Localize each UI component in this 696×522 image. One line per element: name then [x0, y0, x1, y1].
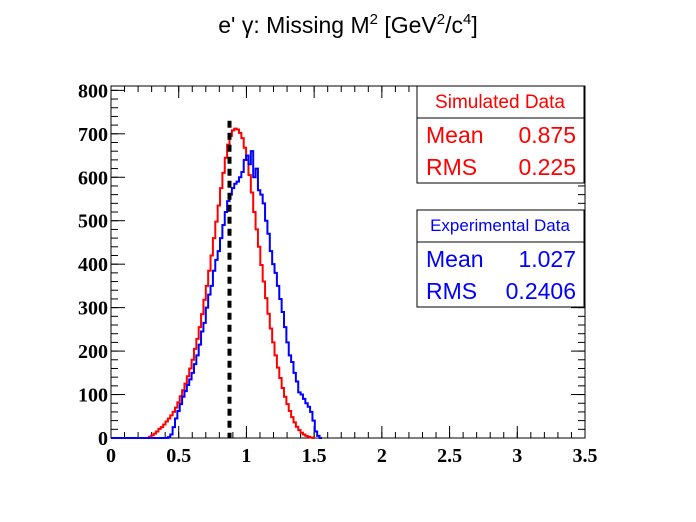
y-tick-label: 400 — [78, 254, 108, 276]
title-sup3: 4 — [463, 11, 471, 28]
title-mid: [GeV — [378, 12, 437, 38]
stats-experimental-rms-value: 0.2406 — [506, 278, 576, 304]
y-tick-label: 100 — [78, 385, 108, 407]
stats-box-experimental-title: Experimental Data — [430, 216, 570, 235]
plot-frame — [110, 85, 586, 439]
x-tick-label: 0.5 — [166, 445, 191, 467]
series-simulated-line — [111, 127, 315, 439]
x-tick-label: 3.5 — [573, 445, 598, 467]
series-experimental-line — [111, 150, 322, 439]
chart-title: e' γ: Missing M2 [GeV2/c4] — [218, 11, 478, 38]
stats-simulated-mean-value: 0.875 — [518, 122, 576, 148]
stats-experimental-mean-value: 1.027 — [518, 246, 576, 272]
x-tick-label: 2 — [377, 445, 387, 467]
y-tick-label: 600 — [78, 167, 108, 189]
axis-tick-labels: 0 0.5 1 1.5 2 2.5 3 3.5 0 100 200 300 400 500 600 700 80… — [78, 80, 598, 467]
y-tick-label: 700 — [78, 124, 108, 146]
y-tick-label: 0 — [98, 428, 108, 450]
stats-box-experimental: Experimental Data Mean 1.027 RMS 0.2406 — [416, 209, 585, 308]
x-tick-label: 2.5 — [437, 445, 462, 467]
stats-experimental-mean-label: Mean — [426, 246, 484, 272]
y-tick-label: 300 — [78, 298, 108, 320]
series-layer — [111, 127, 322, 439]
title-prefix: e' γ: Missing M — [218, 12, 369, 38]
title-suffix: ] — [471, 12, 477, 38]
x-tick-label: 1 — [241, 445, 251, 467]
x-tick-label: 3 — [512, 445, 522, 467]
stats-simulated-rms-label: RMS — [426, 154, 477, 180]
stats-box-experimental-frame — [416, 209, 585, 308]
title-sup1: 2 — [370, 11, 378, 28]
title-sup2: 2 — [437, 11, 445, 28]
title-mid2: /c — [445, 12, 463, 38]
stats-simulated-rms-value: 0.225 — [518, 154, 576, 180]
stats-box-simulated-title: Simulated Data — [435, 92, 565, 113]
y-tick-label: 200 — [78, 341, 108, 363]
x-tick-label: 1.5 — [302, 445, 327, 467]
y-tick-label: 800 — [78, 80, 108, 102]
stats-simulated-mean-label: Mean — [426, 122, 484, 148]
x-tick-label: 0 — [106, 445, 116, 467]
stats-box-simulated-frame — [416, 85, 585, 184]
stats-experimental-rms-label: RMS — [426, 278, 477, 304]
y-tick-label: 500 — [78, 211, 108, 233]
stats-box-simulated: Simulated Data Mean 0.875 RMS 0.225 — [416, 85, 585, 184]
